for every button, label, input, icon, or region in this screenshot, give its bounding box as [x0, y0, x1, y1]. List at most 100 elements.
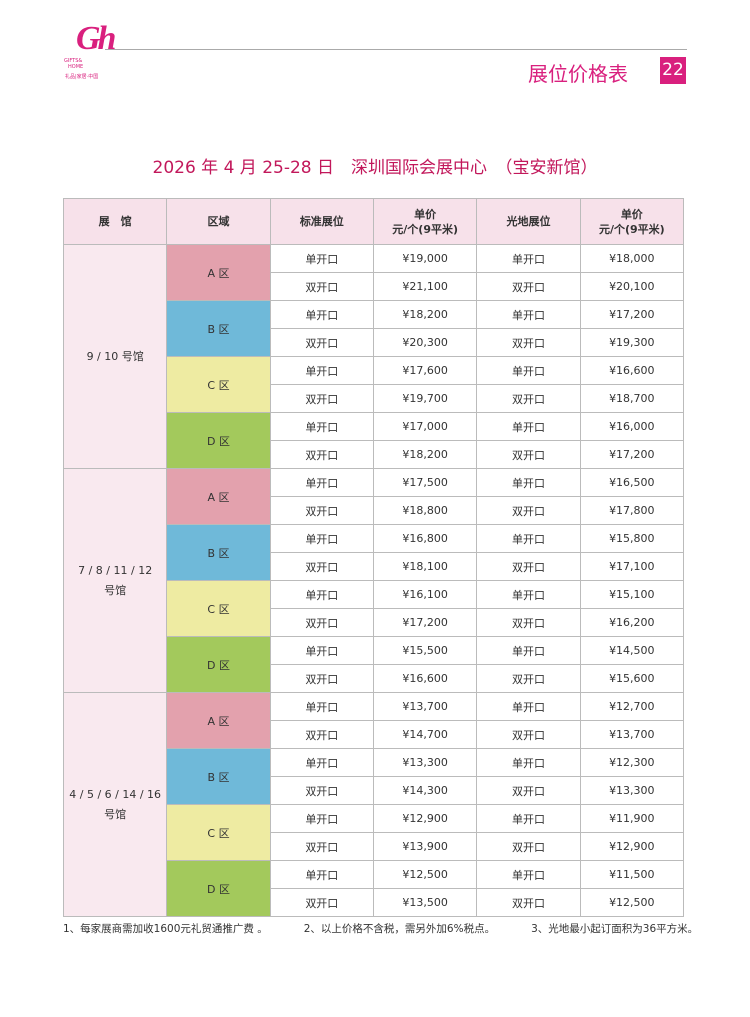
cell: 单开口	[269, 524, 374, 553]
cell: ¥17,100	[579, 552, 685, 581]
cell: 双开口	[269, 496, 374, 525]
cell: 双开口	[269, 384, 374, 413]
hall-cell: 9 / 10 号馆	[62, 244, 168, 469]
subtitle: 2026 年 4 月 25-28 日 深圳国际会展中心 （宝安新馆）	[152, 158, 598, 178]
cell: 单开口	[476, 524, 581, 553]
cell: 单开口	[269, 244, 374, 273]
cell: ¥18,800	[372, 496, 478, 525]
cell: 单开口	[476, 300, 581, 329]
table-row: 双开口 ¥21,100 双开口 ¥20,100	[64, 272, 685, 301]
cell: ¥20,300	[372, 328, 478, 357]
cell: ¥18,000	[579, 244, 685, 273]
cell: 单开口	[269, 468, 374, 497]
hall-cell: 7 / 8 / 11 / 12 号馆	[62, 468, 168, 693]
cell: ¥19,700	[372, 384, 478, 413]
cell-line: 单价	[620, 207, 643, 221]
table-row: C 区单开口 ¥12,900 单开口 ¥11,900	[64, 804, 685, 861]
table-row: 双开口 ¥14,700 双开口 ¥13,700	[64, 720, 685, 749]
cell: 单开口	[476, 244, 581, 273]
hall-cell: 4 / 5 / 6 / 14 / 16 号馆	[62, 692, 168, 917]
cell: ¥17,800	[579, 496, 685, 525]
cell: ¥13,900	[372, 832, 478, 861]
zone-cell: D 区	[166, 412, 271, 469]
cell-line: 元/个(9平米)	[598, 222, 665, 236]
zone-cell: C 区	[166, 356, 271, 413]
column-header: 展 馆	[62, 198, 168, 245]
cell: ¥12,900	[372, 804, 478, 833]
table-row: 7 / 8 / 11 / 12 号馆 A 区单开口 ¥17,500 单开口 ¥16,500	[62, 468, 685, 693]
cell: ¥14,500	[579, 636, 685, 665]
cell: 双开口	[476, 608, 581, 637]
cell: 双开口	[269, 608, 374, 637]
table-row: D 区单开口 ¥15,500 单开口 ¥14,500	[64, 636, 685, 693]
cell: ¥15,100	[579, 580, 685, 609]
cell: 双开口	[269, 328, 374, 357]
table-row: 9 / 10 号馆 A 区单开口 ¥19,000 单开口 ¥18,000	[62, 244, 685, 469]
cell: ¥12,900	[579, 832, 685, 861]
cell: 双开口	[476, 832, 581, 861]
cell: 单开口	[269, 748, 374, 777]
cell-line: 区域	[207, 215, 230, 228]
cell: 双开口	[476, 272, 581, 301]
cell: 单开口	[269, 860, 374, 889]
cell: ¥13,300	[579, 776, 685, 805]
cell: ¥16,800	[372, 524, 478, 553]
cell: ¥17,000	[372, 412, 478, 441]
cell: 双开口	[269, 552, 374, 581]
cell: 单开口	[476, 636, 581, 665]
cell: ¥19,300	[579, 328, 685, 357]
cell: 单开口	[476, 412, 581, 441]
note: 2、以上价格不含税，需另外加6%税点。	[303, 923, 496, 935]
cell: 双开口	[476, 720, 581, 749]
cell: ¥21,100	[372, 272, 478, 301]
cell: 单开口	[269, 692, 374, 721]
cell: ¥16,000	[579, 412, 685, 441]
table-row: 双开口 ¥18,200 双开口 ¥17,200	[64, 440, 685, 469]
cell: ¥17,200	[372, 608, 478, 637]
cell: ¥13,500	[372, 888, 478, 917]
cell: ¥18,100	[372, 552, 478, 581]
cell: ¥12,700	[579, 692, 685, 721]
cell: ¥12,500	[372, 860, 478, 889]
cell: 单开口	[476, 804, 581, 833]
cell: 双开口	[476, 440, 581, 469]
cell: 单开口	[269, 636, 374, 665]
table-body: 9 / 10 号馆 A 区单开口 ¥19,000 单开口 ¥18,000 双开口 ¥21,1…	[62, 244, 685, 917]
cell-line: 4 / 5 / 6 / 14 / 16	[69, 787, 162, 801]
zone-cell: D 区	[166, 636, 271, 693]
cell: 双开口	[476, 552, 581, 581]
cell: ¥16,600	[372, 664, 478, 693]
zone-cell: B 区	[166, 524, 271, 581]
zone-cell: A 区	[166, 468, 271, 525]
cell: ¥19,000	[372, 244, 478, 273]
cell: 单开口	[476, 692, 581, 721]
cell: ¥15,500	[372, 636, 478, 665]
cell: ¥13,300	[372, 748, 478, 777]
cell: 单开口	[269, 580, 374, 609]
table-row: 双开口 ¥13,900 双开口 ¥12,900	[64, 832, 685, 861]
table-row: 双开口 ¥14,300 双开口 ¥13,300	[64, 776, 685, 805]
logo-text: GIFTS&	[64, 58, 83, 64]
cell: ¥15,600	[579, 664, 685, 693]
cell: 双开口	[476, 888, 581, 917]
cell: ¥16,500	[579, 468, 685, 497]
cell: ¥12,500	[579, 888, 685, 917]
cell: ¥18,200	[372, 440, 478, 469]
logo-text: HOME	[68, 64, 84, 70]
cell: 双开口	[476, 496, 581, 525]
cell: 单开口	[269, 300, 374, 329]
cell: ¥14,300	[372, 776, 478, 805]
table-row: 双开口 ¥18,800 双开口 ¥17,800	[64, 496, 685, 525]
cell: ¥20,100	[579, 272, 685, 301]
cell-line: 号馆	[104, 583, 127, 597]
column-header: 光地展位	[476, 198, 581, 245]
cell: 双开口	[476, 664, 581, 693]
cell: ¥17,500	[372, 468, 478, 497]
column-header: 单价 元/个(9平米)	[579, 198, 685, 245]
table-row: 双开口 ¥16,600 双开口 ¥15,600	[64, 664, 685, 693]
cell-line: 展 馆	[98, 215, 132, 228]
header-rule	[105, 49, 687, 50]
cell: 单开口	[476, 468, 581, 497]
column-header: 单价 元/个(9平米)	[372, 198, 478, 245]
